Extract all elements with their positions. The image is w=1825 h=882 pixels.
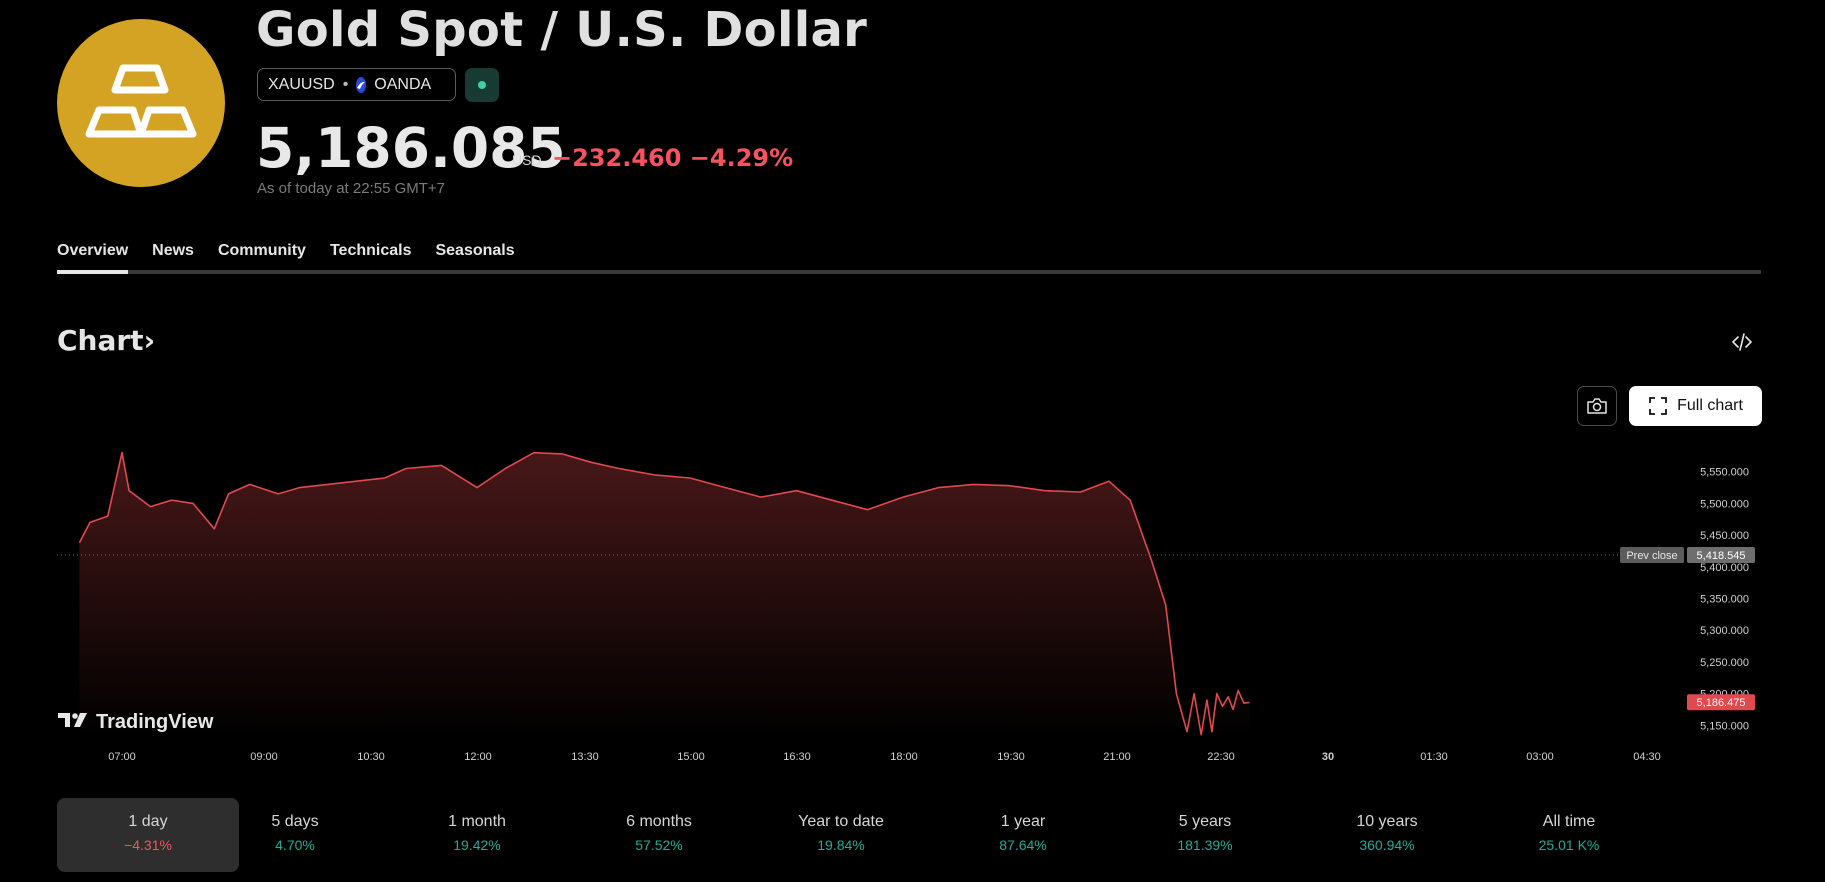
x-tick-label: 21:00 [1103, 751, 1131, 763]
full-chart-label: Full chart [1677, 397, 1743, 414]
x-tick-label: 16:30 [783, 751, 811, 763]
chart-heading-text: Chart [57, 324, 144, 357]
period-5-years[interactable]: 5 years 181.39% [1114, 798, 1296, 872]
x-tick-label: 07:00 [108, 751, 136, 763]
x-tick-label: 15:00 [677, 751, 705, 763]
svg-text:5,418.545: 5,418.545 [1697, 550, 1746, 562]
prev-close-value: 5,418.545 [1687, 547, 1755, 564]
gold-logo [57, 19, 225, 187]
market-status-button[interactable] [465, 68, 499, 102]
period-change: 57.52% [635, 837, 683, 853]
x-tick-label: 12:00 [464, 751, 492, 763]
period-label: 1 year [1000, 813, 1046, 830]
full-chart-button[interactable]: Full chart [1629, 386, 1762, 426]
snapshot-button[interactable] [1577, 386, 1617, 426]
market-open-dot [478, 81, 486, 89]
as-of-timestamp: As of today at 22:55 GMT+7 [257, 180, 446, 197]
separator-dot: • [342, 75, 349, 93]
y-tick-label: 5,150.000 [1700, 720, 1749, 732]
tab-overview[interactable]: Overview [57, 242, 129, 259]
tab-bar: Overview News Community Technicals Seaso… [57, 242, 515, 270]
x-tick-label: 04:30 [1633, 751, 1661, 763]
watermark-text: TradingView [96, 711, 214, 733]
period-5-days[interactable]: 5 days 4.70% [204, 798, 386, 872]
tab-seasonals[interactable]: Seasonals [435, 242, 515, 259]
period-10-years[interactable]: 10 years 360.94% [1296, 798, 1478, 872]
performance-periods: 1 day −4.31% 5 days 4.70% 1 month 19.42% 6 mon… [57, 798, 1761, 872]
period-change: −4.31% [124, 837, 172, 853]
x-tick-label: 30 [1322, 751, 1334, 763]
period-label: 10 years [1356, 813, 1418, 830]
period-label: 6 months [626, 813, 692, 830]
x-tick-label: 13:30 [571, 751, 599, 763]
period-year-to-date[interactable]: Year to date 19.84% [750, 798, 932, 872]
period-label: 5 days [271, 813, 319, 830]
y-tick-label: 5,250.000 [1700, 657, 1749, 669]
tab-technicals[interactable]: Technicals [329, 242, 412, 259]
period-1-month[interactable]: 1 month 19.42% [386, 798, 568, 872]
tabs-divider [57, 270, 1761, 274]
x-tick-label: 18:00 [890, 751, 918, 763]
x-tick-label: 22:30 [1207, 751, 1235, 763]
period-change: 19.42% [453, 837, 501, 853]
y-tick-label: 5,400.000 [1700, 562, 1749, 574]
code-embed-icon[interactable] [1730, 330, 1754, 354]
price-chart[interactable]: 5,550.000 5,500.000 5,450.000 5,400.000 5,35… [0, 430, 1825, 780]
x-tick-label: 03:00 [1526, 751, 1554, 763]
svg-text:5,186.475: 5,186.475 [1697, 697, 1746, 709]
period-label: All time [1542, 813, 1596, 830]
x-tick-label: 09:00 [250, 751, 278, 763]
y-tick-label: 5,300.000 [1700, 625, 1749, 637]
change-percent: −4.29% [689, 144, 794, 172]
exchange-name: OANDA [374, 75, 432, 93]
tradingview-logo-icon [58, 713, 87, 727]
page-title: Gold Spot / U.S. Dollar [256, 2, 868, 58]
symbol-ticker: XAUUSD [268, 75, 335, 93]
tab-news[interactable]: News [152, 242, 194, 259]
period-label: Year to date [798, 813, 884, 830]
period-all-time[interactable]: All time 25.01 K% [1478, 798, 1660, 872]
chart-heading-link[interactable]: Chart› [57, 324, 155, 357]
y-tick-label: 5,350.000 [1700, 594, 1749, 606]
period-1-day[interactable]: 1 day −4.31% [57, 798, 239, 872]
gold-bars-icon [85, 64, 197, 138]
current-price: 5,186.085 [256, 116, 566, 180]
period-label: 1 month [448, 813, 506, 830]
active-tab-indicator [57, 270, 128, 274]
last-price-label: 5,186.475 [1687, 694, 1755, 711]
oanda-icon [356, 76, 367, 93]
camera-icon [1587, 398, 1607, 414]
price-area-fill [79, 452, 1250, 738]
svg-text:Prev close: Prev close [1626, 550, 1677, 562]
period-1-year[interactable]: 1 year 87.64% [932, 798, 1114, 872]
period-change: 181.39% [1177, 837, 1233, 853]
fullscreen-icon [1649, 397, 1667, 415]
y-tick-label: 5,550.000 [1700, 467, 1749, 479]
tab-community[interactable]: Community [217, 242, 306, 259]
period-change: 360.94% [1359, 837, 1415, 853]
tradingview-watermark[interactable]: TradingView [58, 711, 214, 733]
period-change: 4.70% [275, 837, 315, 853]
period-6-months[interactable]: 6 months 57.52% [568, 798, 750, 872]
change-absolute: −232.460 [552, 144, 682, 172]
price-currency: USD [512, 152, 542, 168]
symbol-selector[interactable]: XAUUSD • OANDA [257, 68, 456, 101]
period-change: 25.01 K% [1538, 837, 1600, 853]
price-change: −232.460 −4.29% [552, 144, 793, 172]
y-tick-label: 5,450.000 [1700, 530, 1749, 542]
chevron-right-icon: › [143, 324, 156, 357]
period-change: 19.84% [817, 837, 865, 853]
prev-close-label: Prev close [1620, 547, 1684, 564]
price-line [78, 451, 1250, 736]
y-tick-label: 5,500.000 [1700, 498, 1749, 510]
period-change: 87.64% [999, 837, 1047, 853]
x-tick-label: 10:30 [357, 751, 385, 763]
period-label: 1 day [128, 813, 168, 830]
x-tick-label: 01:30 [1420, 751, 1448, 763]
period-label: 5 years [1178, 813, 1232, 830]
x-tick-label: 19:30 [997, 751, 1025, 763]
